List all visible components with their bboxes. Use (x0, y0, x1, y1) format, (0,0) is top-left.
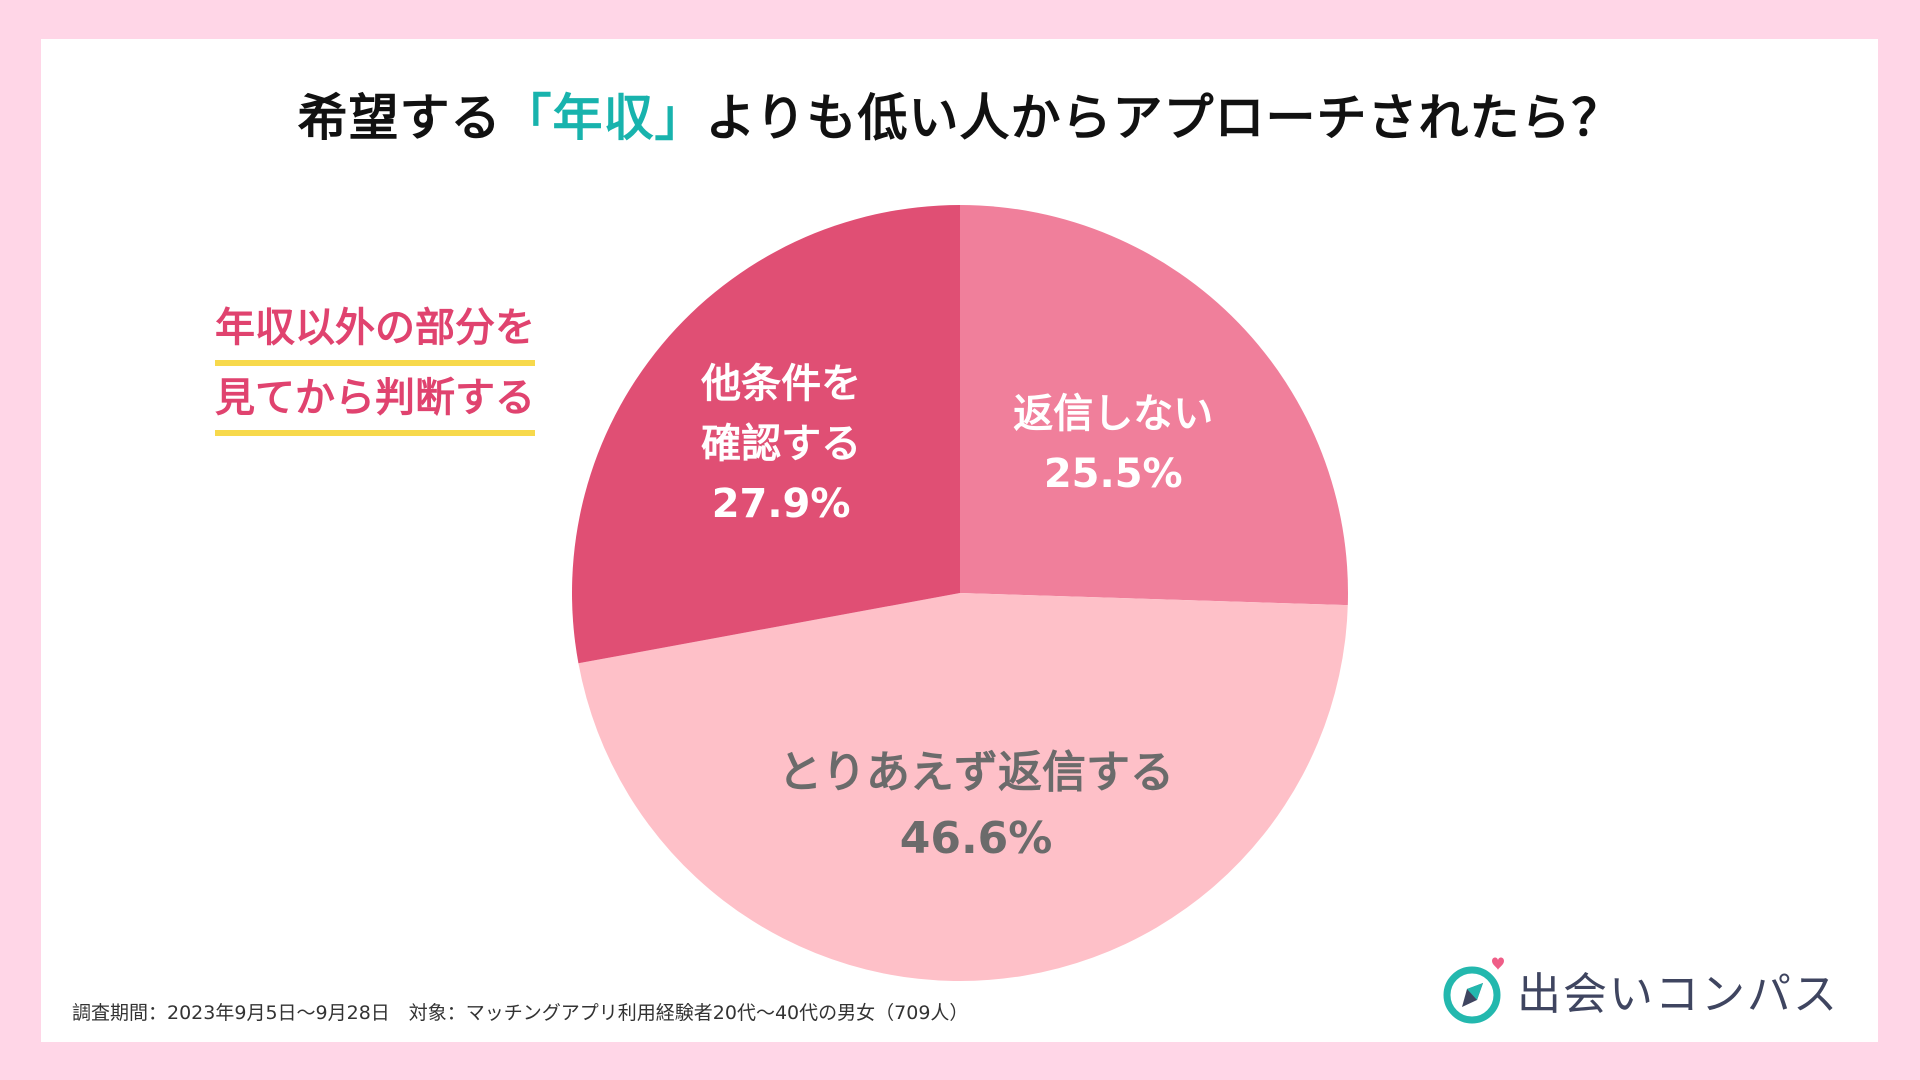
slice-name-3-1: 他条件を (701, 361, 862, 408)
slice-label-1: 返信しない 25.5% (1013, 384, 1213, 504)
slice-value-3: 27.9% (711, 481, 851, 528)
title-before: 希望する (297, 89, 502, 147)
pie-slice-2 (578, 593, 1348, 982)
compass-heart-icon (1443, 957, 1504, 1024)
annotation-note: 年収以外の部分を 見てから判断する (215, 296, 535, 436)
slice-label-2: とりあえず返信する 46.6% (778, 740, 1174, 872)
pie-slice-1 (960, 205, 1349, 606)
slice-label-3: 他条件を確認する 27.9% (701, 354, 861, 534)
pie-slice-3 (572, 205, 960, 664)
logo-text: 出会いコンパス (1517, 969, 1839, 1020)
title-after: よりも低い人からアプローチされたら？ (705, 89, 1623, 147)
note-line-2: 見てから判断する (215, 366, 535, 436)
slice-name-3-2: 確認する (701, 421, 862, 468)
slice-value-1: 25.5% (1043, 451, 1183, 498)
brand-logo: 出会いコンパス (1443, 955, 1839, 1025)
survey-footnote: 調査期間：2023年9月5日〜9月28日 対象：マッチングアプリ利用経験者20代… (72, 1002, 969, 1024)
chart-title: 希望する「年収」よりも低い人からアプローチされたら？ (0, 78, 1920, 150)
slice-value-2: 46.6% (899, 812, 1053, 864)
note-line-1: 年収以外の部分を (215, 296, 535, 366)
slice-name-2: とりあえず返信する (778, 746, 1175, 798)
slice-name-1: 返信しない (1013, 391, 1214, 438)
title-highlight: 「年収」 (501, 89, 706, 147)
